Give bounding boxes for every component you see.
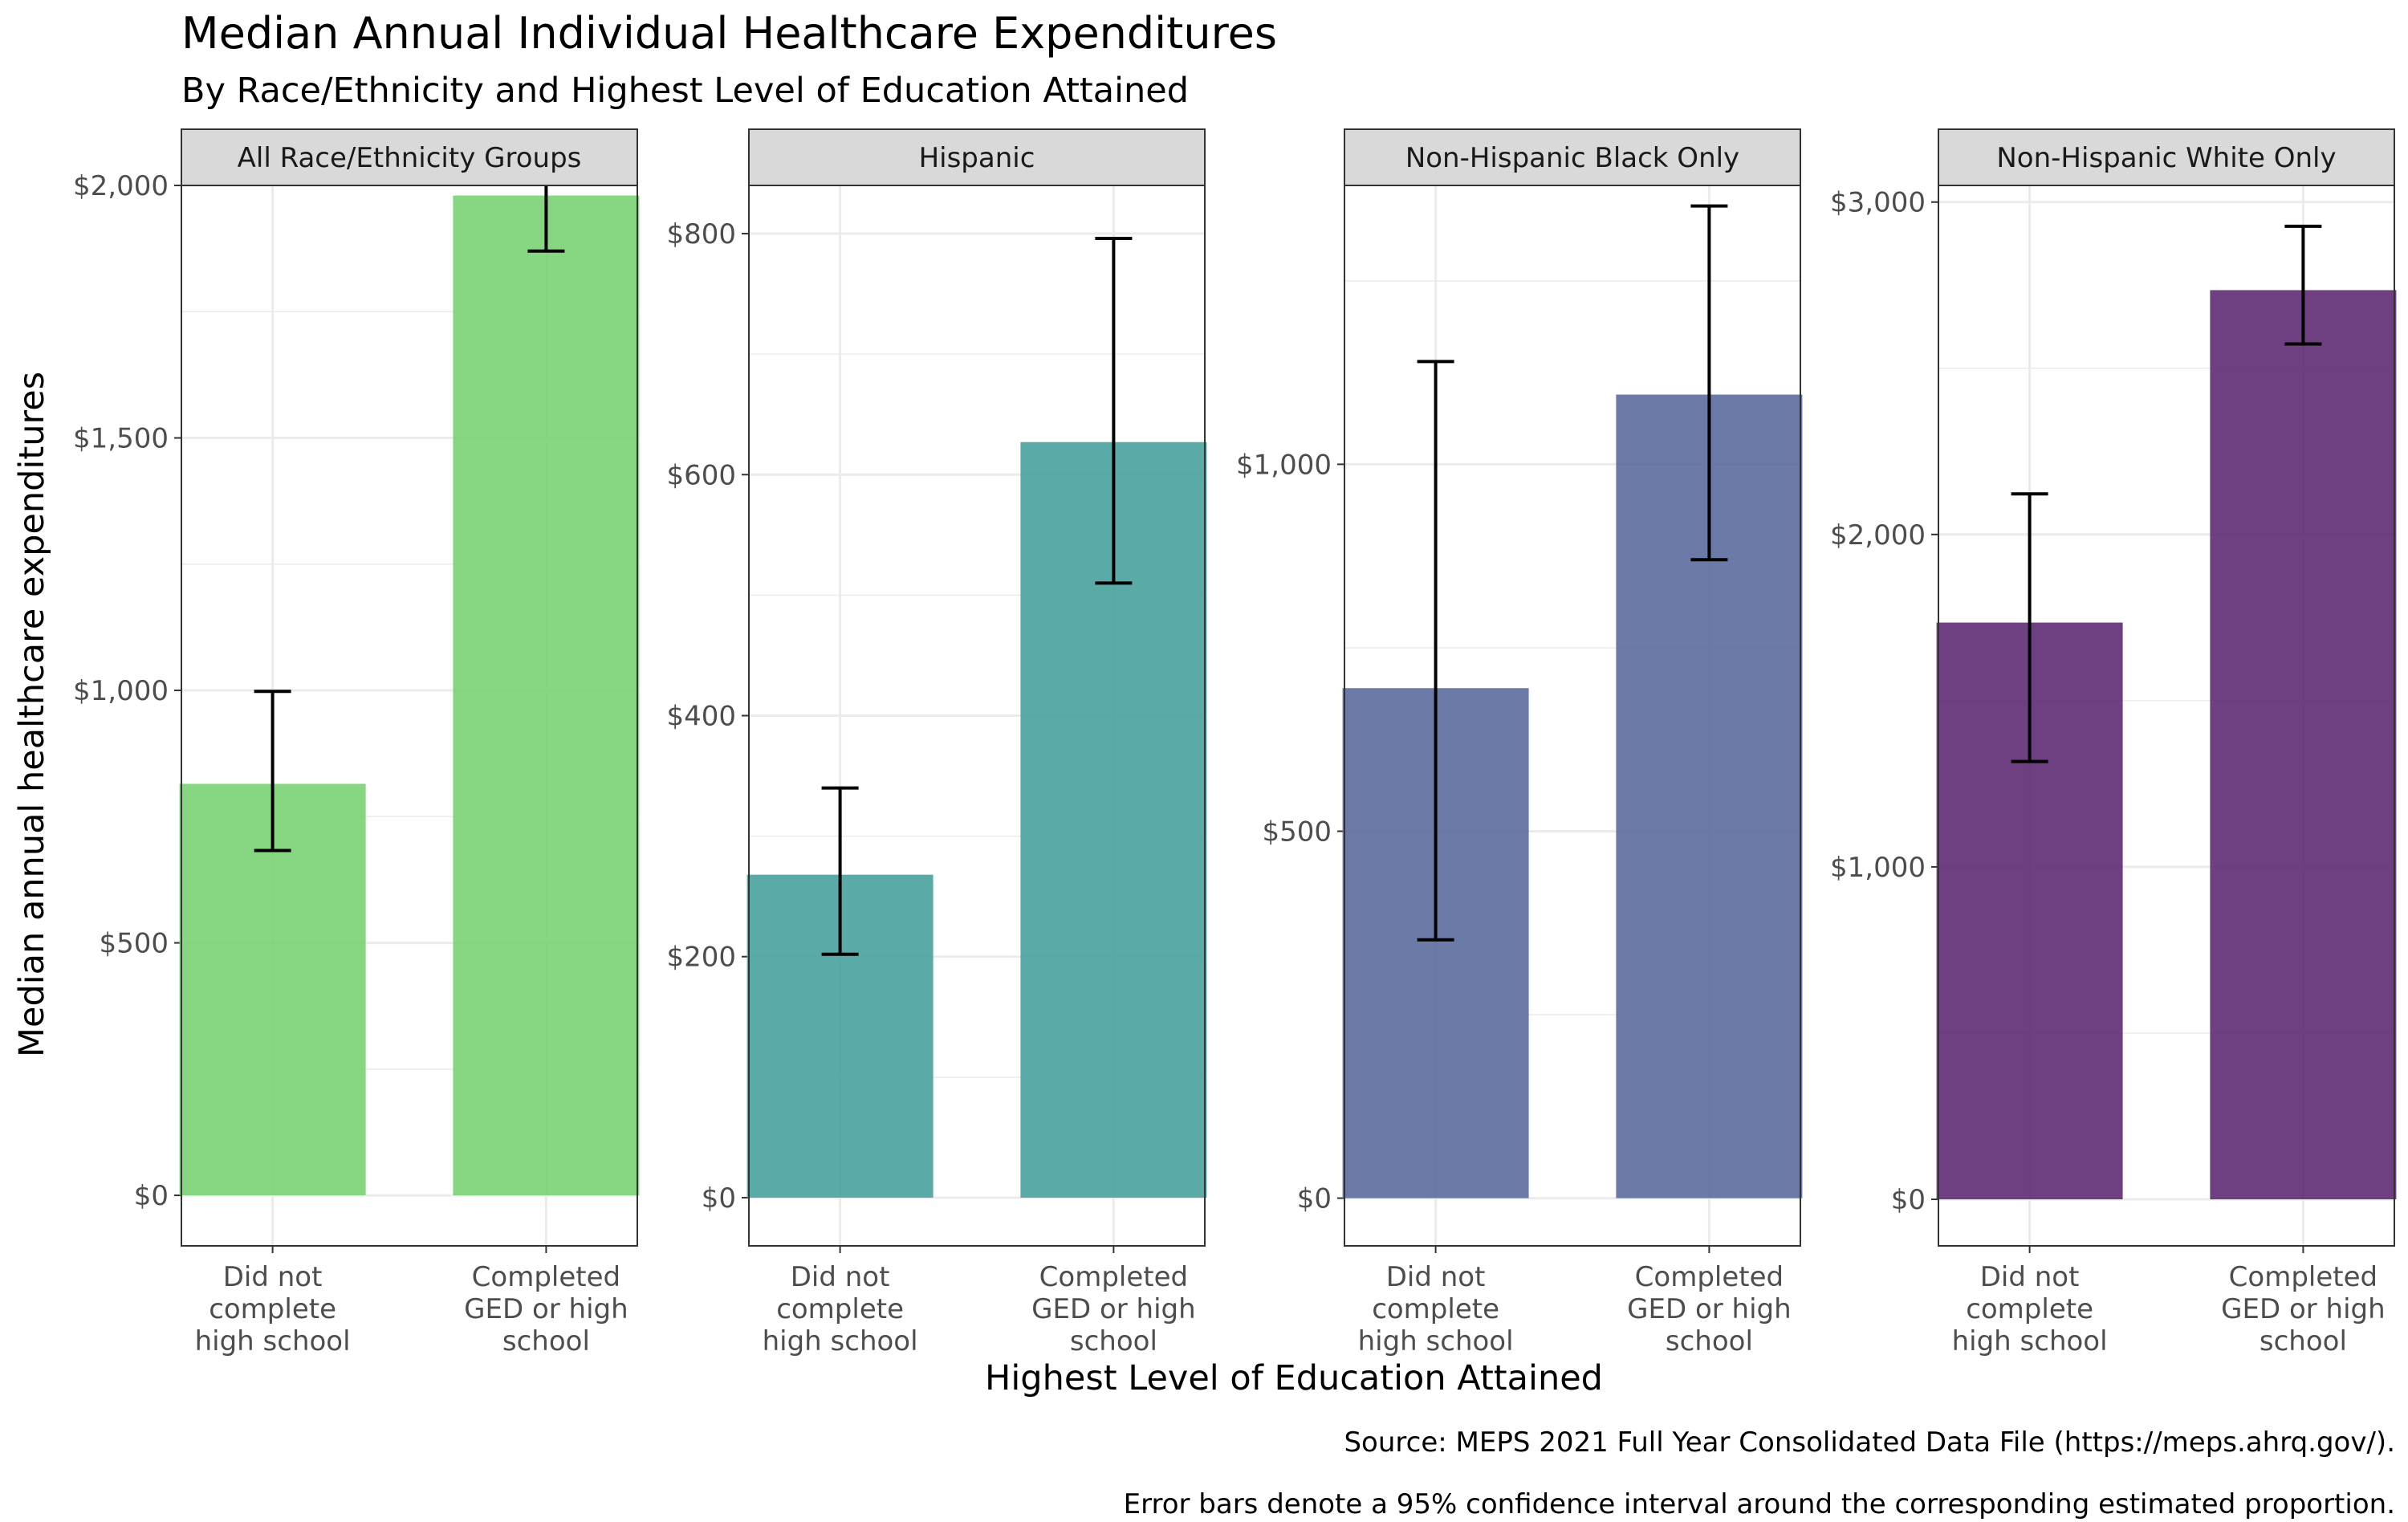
x-tick-label: complete [209,1293,336,1325]
panel-1: $0 $200 $400 $600 $800 Hispanic Did notcomplet… [666,128,1207,1357]
facet-strip-label: All Race/Ethnicity Groups [238,142,582,174]
y-tick-label: $1,000 [1830,852,1926,884]
y-tick-label: $1,500 [73,423,169,455]
x-tick-label: Did not [223,1261,323,1293]
x-tick-label: GED or high [1031,1293,1196,1325]
facet-panels: $0 $500 $1,000 $1,500 $2,000 All Race/Ethnici… [73,128,2397,1357]
x-tick-label: school [1070,1325,1157,1357]
x-tick-label: school [1666,1325,1753,1357]
x-tick-label: Completed [1635,1261,1784,1293]
facet-strip-label: Non-Hispanic White Only [1996,142,2336,174]
panel-3: $0 $1,000 $2,000 $3,000 Non-Hispanic White O… [1830,128,2397,1357]
x-tick-label: Did not [1980,1261,2080,1293]
y-tick-label: $500 [1262,816,1332,848]
y-tick-label: $400 [666,701,736,733]
chart-title: Median Annual Individual Healthcare Expe… [181,8,1277,59]
facet-strip [1344,128,1801,186]
x-tick-label: complete [1966,1293,2093,1325]
error-bar-note: Error bars denote a 95% confidence inter… [1124,1488,2395,1520]
x-tick-label: Completed [1039,1261,1188,1293]
x-tick-label: Completed [472,1261,620,1293]
x-tick-label: high school [1358,1325,1514,1357]
facet-strip [181,128,638,186]
x-tick-label: school [2260,1325,2347,1357]
y-axis-label: Median annual healthcare expenditures [12,372,52,1057]
x-tick-label: Did not [1386,1261,1486,1293]
x-axis-label: Highest Level of Education Attained [985,1358,1603,1398]
y-tick-label: $0 [1891,1184,1926,1216]
facet-strip [1938,128,2395,186]
y-tick-label: $2,000 [73,170,169,202]
x-tick-label: Did not [791,1261,890,1293]
facet-strip-label: Non-Hispanic Black Only [1405,142,1739,174]
x-tick-label: GED or high [464,1293,628,1325]
bar [2210,290,2397,1200]
x-tick-label: GED or high [1627,1293,1792,1325]
x-tick-label: Completed [2229,1261,2377,1293]
y-tick-label: $2,000 [1830,519,1926,551]
x-tick-label: high school [1952,1325,2108,1357]
x-tick-label: GED or high [2221,1293,2386,1325]
y-tick-label: $600 [666,459,736,491]
bar [179,783,366,1196]
y-tick-label: $0 [1297,1183,1332,1215]
bar [453,195,640,1196]
y-tick-label: $800 [666,218,736,250]
y-tick-label: $3,000 [1830,187,1926,219]
y-tick-label: $0 [134,1180,169,1212]
x-tick-label: high school [195,1325,351,1357]
x-tick-label: complete [776,1293,904,1325]
source-caption: Source: MEPS 2021 Full Year Consolidated… [1344,1426,2395,1459]
y-tick-label: $0 [702,1182,736,1215]
facet-strip-label: Hispanic [919,142,1035,174]
y-tick-label: $200 [666,942,736,974]
chart-subtitle: By Race/Ethnicity and Highest Level of E… [181,71,1189,111]
y-tick-label: $500 [99,928,169,960]
x-tick-label: school [502,1325,590,1357]
x-tick-label: high school [763,1325,918,1357]
y-tick-label: $1,000 [73,675,169,707]
x-tick-label: complete [1372,1293,1499,1325]
panel-2: $0 $500 $1,000 Non-Hispanic Black Only Did n… [1236,128,1803,1357]
y-tick-label: $1,000 [1236,449,1332,481]
panel-0: $0 $500 $1,000 $1,500 $2,000 All Race/Ethnici… [73,128,640,1357]
facet-strip [748,128,1206,186]
